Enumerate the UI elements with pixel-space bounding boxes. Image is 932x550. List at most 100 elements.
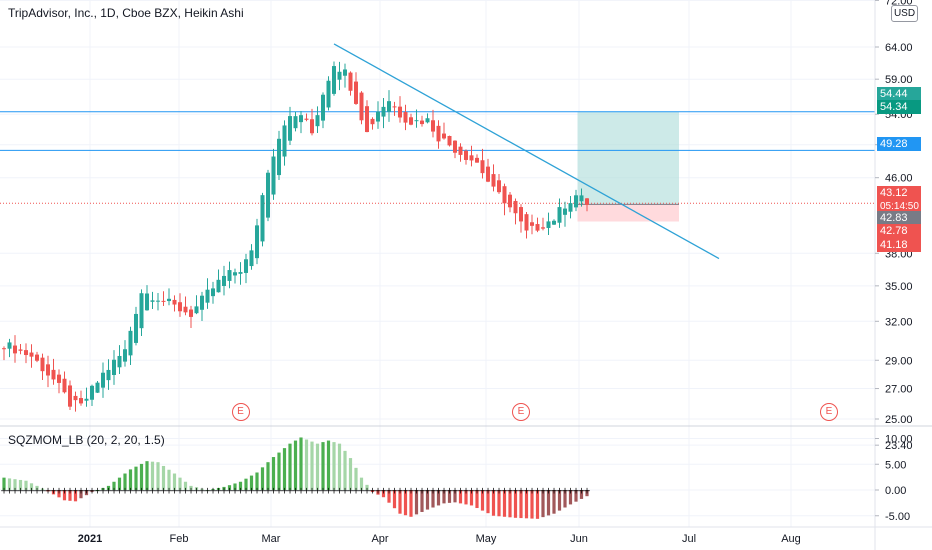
squeeze-dot: + <box>506 487 514 497</box>
candle-body <box>79 398 83 404</box>
squeeze-dot: + <box>226 487 234 497</box>
x-tick-label: Aug <box>781 533 801 545</box>
momentum-bar <box>123 473 127 490</box>
earnings-marker[interactable]: E <box>820 403 838 421</box>
candle-body <box>458 146 463 155</box>
candle-body <box>387 101 391 112</box>
momentum-bar <box>442 490 446 504</box>
momentum-bar <box>557 490 562 511</box>
squeeze-dot: + <box>534 487 542 497</box>
candle-body <box>497 180 501 193</box>
squeeze-dot: + <box>556 487 564 497</box>
drawing-lines[interactable] <box>0 43 875 260</box>
candle-body <box>222 275 226 286</box>
momentum-bar <box>249 475 254 490</box>
earnings-marker[interactable]: E <box>231 403 250 421</box>
candle-body <box>519 207 523 222</box>
candle-body <box>13 345 17 354</box>
momentum-bar <box>326 440 331 490</box>
momentum-bar <box>178 477 182 490</box>
sub-y-tick-label: 0.00 <box>885 485 906 497</box>
squeeze-dot: + <box>121 487 129 497</box>
momentum-bar <box>139 463 144 490</box>
squeeze-dot: + <box>545 487 553 497</box>
x-tick-label: Mar <box>262 533 281 545</box>
squeeze-dot: + <box>176 487 184 497</box>
y-tick-label: 46.00 <box>885 173 913 185</box>
y-tick-label: 35.00 <box>885 281 913 293</box>
squeeze-dot: + <box>165 487 173 497</box>
momentum-bar <box>530 490 534 519</box>
price-tag-last: 43.12 05:14:50 <box>877 186 921 214</box>
momentum-bar <box>90 490 94 493</box>
loss-zone <box>577 204 679 222</box>
x-tick-label: Jul <box>682 533 696 545</box>
x-tick-label: Apr <box>371 533 388 545</box>
momentum-bar <box>189 485 193 490</box>
squeeze-dot: + <box>77 487 85 497</box>
squeeze-dot: + <box>479 487 487 497</box>
momentum-bar <box>95 490 100 491</box>
candle-body <box>51 369 56 380</box>
candle-body <box>260 195 265 242</box>
x-tick-label: Feb <box>170 533 189 545</box>
squeeze-dot: + <box>451 487 459 497</box>
squeeze-dot: + <box>297 487 305 497</box>
squeeze-dot: + <box>11 487 19 497</box>
momentum-bar <box>519 490 523 519</box>
squeeze-dot: + <box>39 487 47 497</box>
squeeze-dot: + <box>413 487 421 497</box>
momentum-bar <box>266 462 270 490</box>
candle-body <box>574 195 578 208</box>
squeeze-dot: + <box>391 487 399 497</box>
momentum-bar <box>57 490 61 498</box>
candle-body <box>189 309 193 317</box>
squeeze-dot: + <box>473 487 481 497</box>
momentum-bar <box>304 439 309 490</box>
momentum-bar <box>106 485 111 490</box>
squeeze-dot: + <box>154 487 162 497</box>
candle-body <box>326 80 331 108</box>
squeeze-dot: + <box>385 487 393 497</box>
squeeze-dot: + <box>523 487 531 497</box>
squeeze-dot: + <box>6 487 14 497</box>
squeeze-dot: + <box>363 487 371 497</box>
candle-body <box>442 133 446 139</box>
candle-body <box>227 270 232 281</box>
squeeze-dot: + <box>242 487 250 497</box>
momentum-bar <box>117 477 122 490</box>
candle-body <box>348 72 353 91</box>
earnings-marker[interactable]: E <box>512 403 530 421</box>
squeeze-dot: + <box>193 487 201 497</box>
candle-body <box>299 115 303 123</box>
y-tick-label: 29.00 <box>885 355 913 367</box>
momentum-bar <box>183 481 188 490</box>
candle-body <box>7 342 12 349</box>
squeeze-dot: + <box>528 487 536 497</box>
squeeze-dot: + <box>66 487 74 497</box>
squeeze-dot: + <box>341 487 349 497</box>
candle-body <box>359 92 364 121</box>
indicator-title[interactable]: SQZMOM_LB (20, 2, 20, 1.5) <box>8 433 165 447</box>
momentum-bar <box>293 440 298 490</box>
momentum-bar <box>491 490 496 516</box>
candle-body <box>535 224 540 231</box>
squeeze-dot: + <box>550 487 558 497</box>
squeeze-dot: + <box>88 487 96 497</box>
momentum-bar <box>194 487 199 490</box>
momentum-bar <box>205 490 210 491</box>
momentum-bar <box>62 490 67 501</box>
momentum-bar <box>502 490 507 517</box>
symbol-title[interactable]: TripAdvisor, Inc., 1D, Cboe BZX, Heikin … <box>8 6 244 20</box>
candle-body <box>420 120 424 125</box>
candle-body <box>321 94 325 121</box>
momentum-bar <box>13 479 17 490</box>
squeeze-dot: + <box>440 487 448 497</box>
squeeze-dot: + <box>501 487 509 497</box>
momentum-bar <box>552 490 556 514</box>
squeeze-dot: + <box>187 487 195 497</box>
candle-body <box>376 111 380 122</box>
candle-body <box>343 69 347 76</box>
currency-button[interactable]: USD <box>891 5 918 22</box>
